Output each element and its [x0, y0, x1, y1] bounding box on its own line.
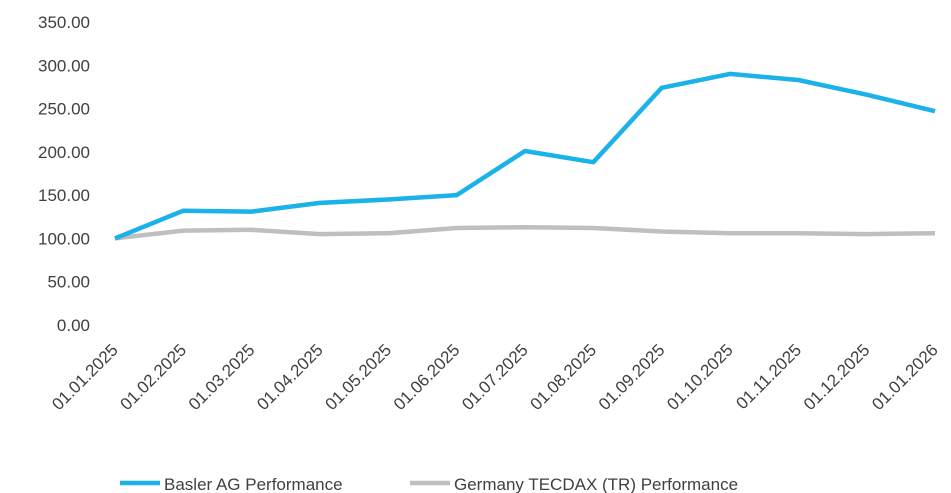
x-tick-label: 01.04.2025 — [253, 340, 327, 414]
y-tick-label: 200.00 — [38, 143, 90, 162]
x-tick-label: 01.05.2025 — [322, 340, 396, 414]
x-tick-label: 01.03.2025 — [185, 340, 259, 414]
x-tick-label: 01.12.2025 — [800, 340, 874, 414]
y-tick-label: 350.00 — [38, 13, 90, 32]
legend-label: Germany TECDAX (TR) Performance — [454, 475, 738, 493]
x-tick-label: 01.01.2025 — [48, 340, 122, 414]
x-tick-label: 01.09.2025 — [595, 340, 669, 414]
x-tick-label: 01.10.2025 — [663, 340, 737, 414]
y-tick-label: 0.00 — [57, 316, 90, 335]
y-tick-label: 300.00 — [38, 56, 90, 75]
y-tick-label: 100.00 — [38, 229, 90, 248]
x-tick-label: 01.11.2025 — [732, 340, 805, 413]
x-tick-label: 01.08.2025 — [527, 340, 601, 414]
y-tick-label: 50.00 — [47, 273, 90, 292]
x-tick-label: 01.06.2025 — [390, 340, 464, 414]
x-tick-label: 01.02.2025 — [117, 340, 191, 414]
x-tick-label: 01.01.2026 — [868, 340, 942, 414]
legend-label: Basler AG Performance — [164, 475, 343, 493]
series-line — [114, 71, 936, 241]
y-tick-label: 250.00 — [38, 100, 90, 119]
x-tick-label: 01.07.2025 — [458, 340, 532, 414]
series-line — [114, 224, 936, 241]
y-tick-label: 150.00 — [38, 186, 90, 205]
